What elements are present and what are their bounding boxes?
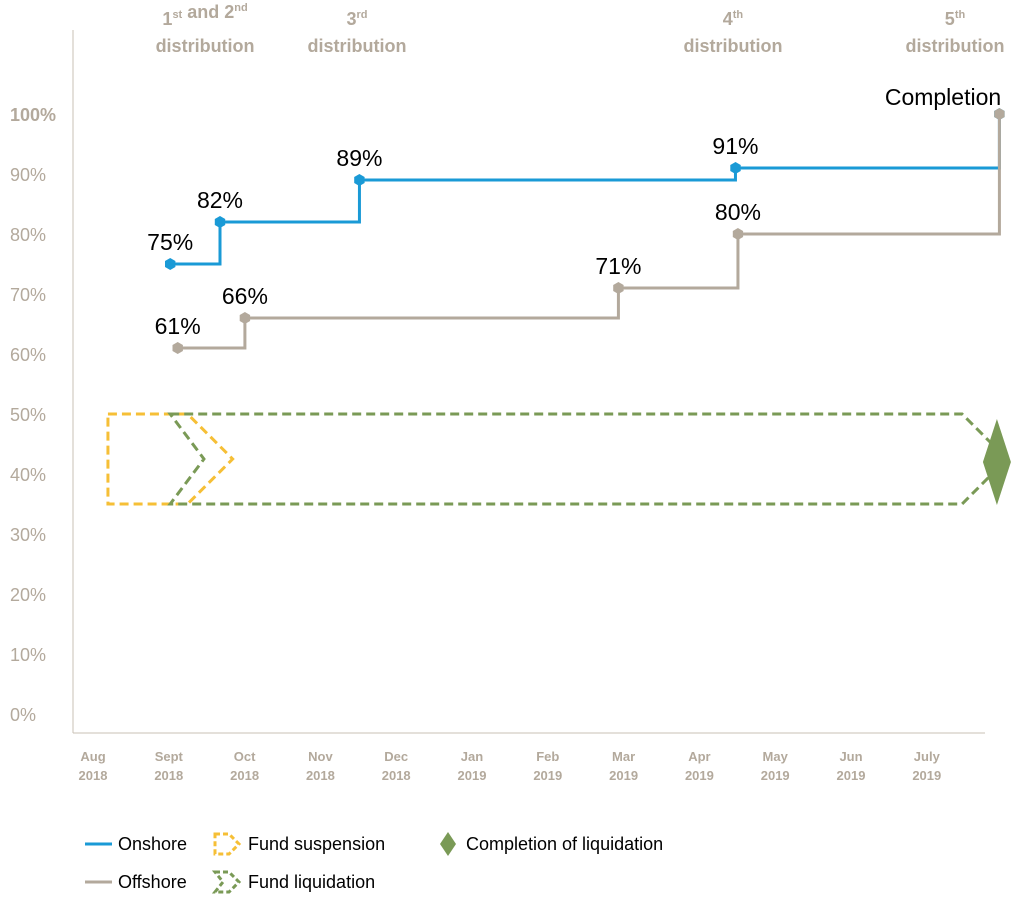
y-axis-ticks: 0% 10% 20% 30% 40% 50% 60% 70% 80% 90% 100% bbox=[10, 105, 56, 725]
y-tick-label: 0% bbox=[10, 705, 36, 725]
y-tick-label: 10% bbox=[10, 645, 46, 665]
y-tick-label: 70% bbox=[10, 285, 46, 305]
legend-swatch-diamond bbox=[440, 832, 456, 856]
distribution-label: distribution bbox=[683, 36, 782, 56]
chart-axes bbox=[72, 30, 985, 734]
x-tick-month: Feb bbox=[536, 749, 559, 764]
y-tick-label: 30% bbox=[10, 525, 46, 545]
legend-item: Fund suspension bbox=[213, 832, 385, 856]
legend-label: Completion of liquidation bbox=[466, 834, 663, 854]
data-label-offshore: 66% bbox=[222, 283, 268, 309]
x-tick-month: May bbox=[763, 749, 789, 764]
data-label-offshore: 71% bbox=[595, 253, 641, 279]
fund-status-bands bbox=[106, 412, 1011, 506]
fund-suspension-shape bbox=[106, 412, 235, 506]
x-tick-year: 2018 bbox=[382, 768, 411, 783]
x-tick-month: July bbox=[914, 749, 941, 764]
series-line-offshore bbox=[177, 114, 1001, 350]
legend-swatch-suspension bbox=[213, 832, 242, 856]
x-tick-month: Sept bbox=[155, 749, 184, 764]
x-tick-year: 2019 bbox=[533, 768, 562, 783]
distribution-label: distribution bbox=[307, 36, 406, 56]
legend-label: Fund liquidation bbox=[248, 872, 375, 892]
x-tick-month: Jan bbox=[461, 749, 483, 764]
x-tick-year: 2019 bbox=[837, 768, 866, 783]
x-tick-year: 2019 bbox=[458, 768, 487, 783]
data-label-onshore: 89% bbox=[336, 145, 382, 171]
x-tick-year: 2018 bbox=[230, 768, 259, 783]
legend-item: Offshore bbox=[85, 872, 187, 892]
x-tick-month: Mar bbox=[612, 749, 635, 764]
data-label-onshore: 91% bbox=[712, 133, 758, 159]
data-label-offshore: 80% bbox=[715, 199, 761, 225]
data-label-offshore: 61% bbox=[155, 313, 201, 339]
distribution-label: distribution bbox=[156, 36, 255, 56]
point-marker-onshore bbox=[165, 258, 176, 270]
distribution-label: 1st and 2nd bbox=[162, 2, 247, 29]
fund-liquidation-shape bbox=[167, 412, 1010, 506]
x-tick-year: 2018 bbox=[154, 768, 183, 783]
legend-item: Onshore bbox=[85, 834, 187, 854]
x-tick-year: 2019 bbox=[912, 768, 941, 783]
y-tick-label: 90% bbox=[10, 165, 46, 185]
distribution-label: distribution bbox=[906, 36, 1005, 56]
point-marker-offshore bbox=[732, 228, 744, 240]
distribution-label: 4th bbox=[723, 9, 744, 29]
x-tick-year: 2019 bbox=[609, 768, 638, 783]
x-axis-ticks: Aug 2018 Sept 2018 Oct 2018 Nov 2018 Dec 2018 Jan 2… bbox=[79, 749, 942, 783]
completion-label: Completion bbox=[885, 84, 1001, 110]
point-marker-offshore bbox=[239, 312, 251, 324]
x-tick-month: Dec bbox=[384, 749, 408, 764]
point-marker-offshore bbox=[994, 108, 1005, 120]
data-label-onshore: 82% bbox=[197, 187, 243, 213]
x-tick-month: Aug bbox=[80, 749, 105, 764]
y-tick-label: 20% bbox=[10, 585, 46, 605]
data-label-onshore: 75% bbox=[147, 229, 193, 255]
legend-swatch-liquidation bbox=[211, 870, 242, 894]
x-tick-year: 2018 bbox=[79, 768, 108, 783]
legend-item: Fund liquidation bbox=[211, 870, 375, 894]
y-tick-label: 100% bbox=[10, 105, 56, 125]
x-tick-month: Jun bbox=[839, 749, 862, 764]
legend-item: Completion of liquidation bbox=[440, 832, 663, 856]
point-marker-onshore bbox=[730, 162, 741, 174]
x-tick-year: 2019 bbox=[761, 768, 790, 783]
point-marker-offshore bbox=[613, 282, 624, 294]
distribution-label: 3rd bbox=[346, 9, 367, 29]
series-line-onshore bbox=[170, 114, 1001, 266]
point-marker-offshore bbox=[172, 342, 183, 354]
x-tick-month: Nov bbox=[308, 749, 333, 764]
x-tick-year: 2018 bbox=[306, 768, 335, 783]
legend-label: Onshore bbox=[118, 834, 187, 854]
distribution-label: 5th bbox=[945, 9, 966, 29]
point-marker-onshore bbox=[214, 216, 226, 228]
series-lines bbox=[165, 108, 1005, 354]
x-tick-year: 2019 bbox=[685, 768, 714, 783]
completion-of-liquidation-marker bbox=[982, 419, 1011, 505]
x-tick-month: Apr bbox=[688, 749, 710, 764]
legend-label: Offshore bbox=[118, 872, 187, 892]
data-labels: 75%82% 89% 91% 61% 66% 71% 80% Completion bbox=[147, 84, 1001, 339]
legend: Onshore Fund suspension Completion of liqu… bbox=[85, 832, 663, 894]
y-tick-label: 50% bbox=[10, 405, 46, 425]
y-tick-label: 60% bbox=[10, 345, 46, 365]
legend-label: Fund suspension bbox=[248, 834, 385, 854]
x-tick-month: Oct bbox=[234, 749, 256, 764]
point-marker-onshore bbox=[354, 174, 365, 186]
distribution-labels: 1st and 2nd distribution 3rd distribution 4t… bbox=[156, 2, 1005, 56]
y-tick-label: 40% bbox=[10, 465, 46, 485]
y-tick-label: 80% bbox=[10, 225, 46, 245]
